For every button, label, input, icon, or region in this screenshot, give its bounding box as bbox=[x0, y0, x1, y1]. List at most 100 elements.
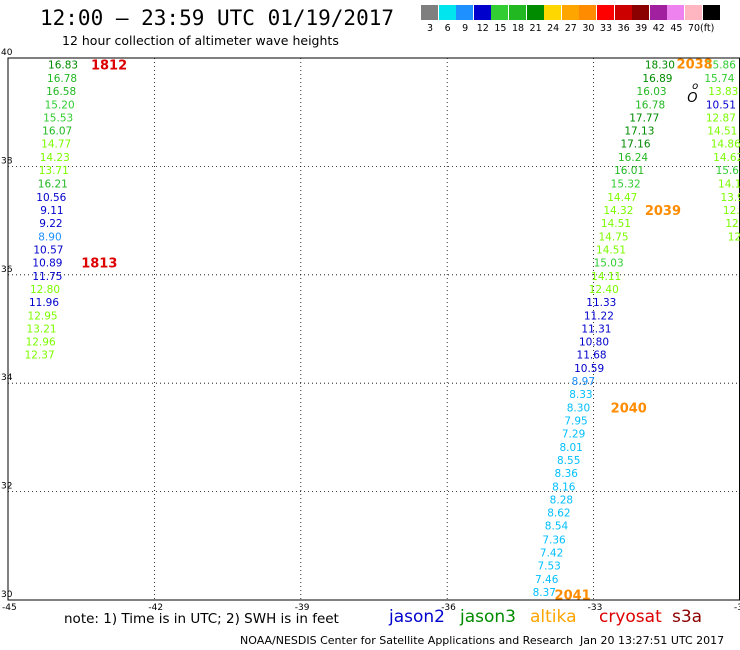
swh-reading: 18.30 bbox=[645, 60, 675, 72]
swh-reading: 11.75 bbox=[32, 271, 62, 283]
swh-reading: 17.13 bbox=[624, 126, 654, 138]
scale-label: 36 bbox=[617, 23, 630, 34]
scale-label: 70 bbox=[687, 23, 701, 34]
swh-reading: 8.97 bbox=[572, 376, 595, 388]
lat-tick-label: 36 bbox=[1, 265, 13, 275]
pass-time-label: 1813 bbox=[81, 256, 117, 271]
scale-swatch bbox=[685, 5, 702, 20]
swh-reading: 14.51 bbox=[707, 126, 737, 138]
swh-reading: 17.77 bbox=[629, 113, 659, 125]
swh-reading: 14.86 bbox=[711, 139, 740, 151]
swh-reading: 11.68 bbox=[577, 349, 607, 361]
scale-swatch bbox=[561, 5, 579, 20]
swh-reading: 14.23 bbox=[40, 152, 70, 164]
swh-reading: 15.86 bbox=[706, 60, 736, 72]
lon-tick-label: -45 bbox=[2, 603, 17, 613]
swh-reading: 14.77 bbox=[41, 139, 71, 151]
lat-tick-label: 32 bbox=[1, 482, 12, 492]
scale-swatch bbox=[544, 5, 562, 20]
swh-reading: 14.51 bbox=[596, 244, 626, 256]
swh-reading: 8.33 bbox=[569, 389, 592, 401]
scale-label: 39 bbox=[635, 23, 648, 34]
swh-reading: 8.01 bbox=[559, 442, 582, 454]
swh-reading: 12.95 bbox=[28, 310, 58, 322]
scale-label: 42 bbox=[652, 23, 665, 34]
swh-reading: 14.75 bbox=[598, 231, 628, 243]
swh-reading: 8.62 bbox=[547, 508, 570, 520]
swh-reading: 7.36 bbox=[542, 534, 566, 546]
swh-reading: 7.53 bbox=[537, 560, 560, 572]
satellite-legend-cryosat: cryosat bbox=[599, 607, 662, 627]
lon-tick-label: -33 bbox=[588, 603, 603, 613]
generation-timestamp: Jan 20 13:27:51 UTC 2017 bbox=[580, 634, 725, 647]
scale-label: 9 bbox=[462, 23, 469, 34]
swh-reading: 7.29 bbox=[562, 429, 585, 441]
swh-reading: 15.53 bbox=[43, 113, 73, 125]
scale-swatch bbox=[438, 5, 456, 20]
scale-label: 21 bbox=[529, 23, 542, 34]
scale-label: 27 bbox=[564, 23, 577, 34]
swh-reading: 8.36 bbox=[555, 468, 579, 480]
swh-reading: 13.83 bbox=[708, 86, 738, 98]
satellite-legend-altika: altika bbox=[530, 607, 577, 627]
swh-reading: 16.24 bbox=[618, 152, 648, 164]
swh-reading: 11.22 bbox=[584, 310, 614, 322]
swh-reading: 10.59 bbox=[574, 363, 604, 375]
swh-reading: 14.47 bbox=[607, 192, 637, 204]
swh-reading: 12.37 bbox=[25, 349, 55, 361]
swh-reading: 14.32 bbox=[603, 205, 633, 217]
swh-reading: 10.80 bbox=[579, 336, 609, 348]
page-subtitle: 12 hour collection of altimeter wave hei… bbox=[62, 33, 339, 48]
swh-reading: 10.56 bbox=[36, 192, 66, 204]
swh-reading: 10.57 bbox=[33, 244, 63, 256]
scale-label: 12 bbox=[476, 23, 489, 34]
scale-swatch bbox=[509, 5, 526, 20]
scale-swatch bbox=[456, 5, 474, 20]
swh-reading: 11.33 bbox=[586, 297, 616, 309]
scale-swatch bbox=[579, 5, 597, 20]
swh-reading: 12.96 bbox=[26, 336, 56, 348]
lat-tick-label: 34 bbox=[1, 373, 13, 383]
scale-swatch bbox=[632, 5, 650, 20]
pass-time-label: 2041 bbox=[555, 589, 591, 604]
swh-reading: 8.90 bbox=[38, 231, 61, 243]
pass-time-label: 2038 bbox=[677, 57, 713, 72]
lat-tick-label: 30 bbox=[1, 590, 13, 600]
swh-reading: 16.01 bbox=[614, 165, 644, 177]
lon-tick-label: -42 bbox=[148, 603, 163, 613]
lat-tick-label: 38 bbox=[1, 156, 13, 166]
scale-swatch bbox=[421, 5, 438, 20]
scale-swatch bbox=[597, 5, 614, 20]
swh-reading: 16.03 bbox=[637, 86, 667, 98]
scale-label: 6 bbox=[444, 23, 451, 34]
swh-reading: 9.22 bbox=[39, 218, 62, 230]
swh-reading: 14.51 bbox=[601, 218, 631, 230]
swh-reading: 16.89 bbox=[642, 73, 672, 85]
swh-reading: 11.31 bbox=[581, 323, 611, 335]
swh-reading: 8.37 bbox=[533, 587, 556, 599]
satellite-legend-jason3: jason3 bbox=[460, 607, 516, 627]
track-marker: O bbox=[687, 91, 697, 106]
swh-reading: 12.80 bbox=[30, 284, 60, 296]
satellite-legend-jason2: jason2 bbox=[389, 607, 445, 627]
swh-reading: 7.46 bbox=[535, 574, 559, 586]
swh-reading: 13.71 bbox=[39, 165, 69, 177]
swh-reading: 8.54 bbox=[545, 521, 569, 533]
swh-reading: 16.58 bbox=[46, 86, 76, 98]
note-text: note: 1) Time is in UTC; 2) SWH is in fe… bbox=[64, 611, 339, 627]
pass-time-label: 2040 bbox=[611, 402, 647, 417]
swh-reading: 10.89 bbox=[32, 257, 62, 269]
swh-reading: 15.74 bbox=[704, 73, 734, 85]
lat-tick-label: 40 bbox=[1, 48, 13, 58]
swh-reading: 17.16 bbox=[620, 139, 650, 151]
scale-unit-label: (ft) bbox=[700, 23, 715, 34]
scale-label: 33 bbox=[599, 23, 613, 34]
swh-reading: 16.21 bbox=[38, 179, 68, 191]
swh-reading: 16.83 bbox=[48, 60, 78, 72]
scale-swatch bbox=[526, 5, 544, 20]
lon-tick-label: -30 bbox=[734, 603, 740, 613]
swh-reading: 8.30 bbox=[567, 403, 590, 415]
lon-tick-label: -39 bbox=[295, 603, 310, 613]
swh-reading: 15.20 bbox=[45, 100, 75, 112]
